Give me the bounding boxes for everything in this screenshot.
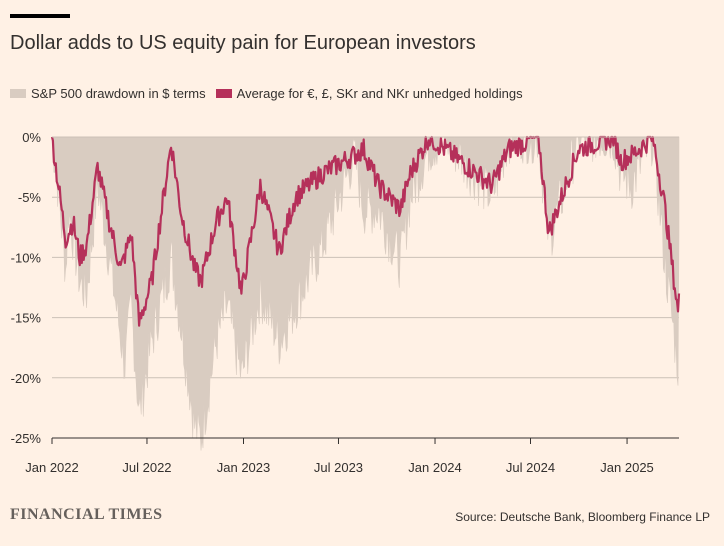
y-tick-label: -20% bbox=[11, 371, 42, 386]
legend-swatch-average bbox=[215, 89, 232, 98]
chart-title: Dollar adds to US equity pain for Europe… bbox=[10, 32, 476, 54]
ft-top-rule bbox=[10, 14, 70, 18]
ft-logo: FINANCIAL TIMES bbox=[10, 506, 163, 523]
x-tick-label: Jan 2023 bbox=[217, 460, 271, 475]
legend-label-average: Average for €, £, SKr and NKr unhedged h… bbox=[236, 86, 523, 101]
x-tick-label: Jul 2023 bbox=[314, 460, 363, 475]
y-tick-label: -5% bbox=[18, 190, 42, 205]
x-tick-label: Jan 2025 bbox=[600, 460, 654, 475]
x-tick-label: Jul 2024 bbox=[506, 460, 555, 475]
series-line-average bbox=[50, 135, 681, 327]
y-tick-label: -25% bbox=[11, 431, 42, 446]
y-tick-label: -10% bbox=[11, 250, 42, 265]
x-tick-label: Jan 2022 bbox=[25, 460, 79, 475]
legend: S&P 500 drawdown in $ terms Average for … bbox=[10, 86, 533, 101]
source-note: Source: Deutsche Bank, Bloomberg Finance… bbox=[455, 510, 710, 524]
y-tick-label: -15% bbox=[11, 311, 42, 326]
y-tick-label: 0% bbox=[22, 130, 41, 145]
legend-label-spx: S&P 500 drawdown in $ terms bbox=[31, 86, 206, 101]
x-tick-label: Jul 2022 bbox=[122, 460, 171, 475]
legend-item-average: Average for €, £, SKr and NKr unhedged h… bbox=[215, 86, 523, 101]
x-tick-label: Jan 2024 bbox=[408, 460, 462, 475]
series-area-spx bbox=[51, 136, 680, 451]
legend-item-spx: S&P 500 drawdown in $ terms bbox=[10, 86, 206, 101]
legend-swatch-spx bbox=[10, 89, 26, 98]
